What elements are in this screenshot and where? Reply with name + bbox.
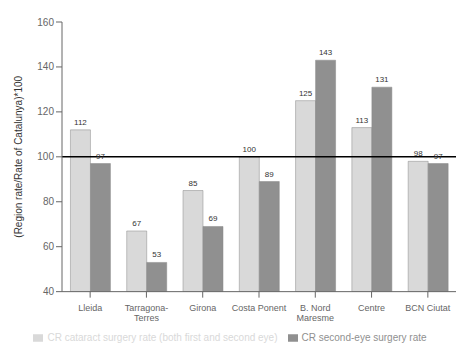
svg-text:67: 67 (132, 219, 141, 228)
svg-text:Girona: Girona (189, 303, 216, 313)
svg-text:Costa Ponent: Costa Ponent (232, 303, 287, 313)
svg-text:160: 160 (37, 17, 54, 28)
svg-text:B. NordMaresme: B. NordMaresme (297, 303, 335, 323)
html-text:CR cataract surgery rate (both: CR cataract surgery rate (both first and… (47, 331, 278, 343)
svg-text:BCN Ciutat: BCN Ciutat (405, 303, 451, 313)
html-text:CR second-eye surgery rate: CR second-eye surgery rate (301, 331, 427, 343)
svg-text:80: 80 (43, 196, 55, 207)
svg-text:120: 120 (37, 106, 54, 117)
svg-text:140: 140 (37, 61, 54, 72)
svg-text:69: 69 (209, 214, 218, 223)
svg-text:Centre: Centre (358, 303, 385, 313)
svg-text:98: 98 (414, 149, 423, 158)
svg-text:53: 53 (152, 250, 161, 259)
svg-text:60: 60 (43, 241, 55, 252)
svg-text:40: 40 (43, 286, 55, 297)
svg-text:97: 97 (96, 152, 105, 161)
svg-text:100: 100 (243, 145, 257, 154)
svg-text:100: 100 (37, 151, 54, 162)
svg-text:113: 113 (355, 116, 368, 125)
svg-text:131: 131 (375, 75, 389, 84)
svg-text:(Region rate/Rate of Catalunya: (Region rate/Rate of Catalunya)*100 (13, 76, 24, 238)
svg-text:Tarragona-Terres: Tarragona-Terres (125, 303, 169, 323)
svg-text:Lleida: Lleida (78, 303, 102, 313)
svg-text:97: 97 (434, 152, 443, 161)
svg-text:89: 89 (265, 170, 274, 179)
svg-text:125: 125 (299, 89, 313, 98)
svg-text:143: 143 (319, 48, 333, 57)
svg-text:112: 112 (74, 118, 87, 127)
svg-text:85: 85 (189, 179, 198, 188)
